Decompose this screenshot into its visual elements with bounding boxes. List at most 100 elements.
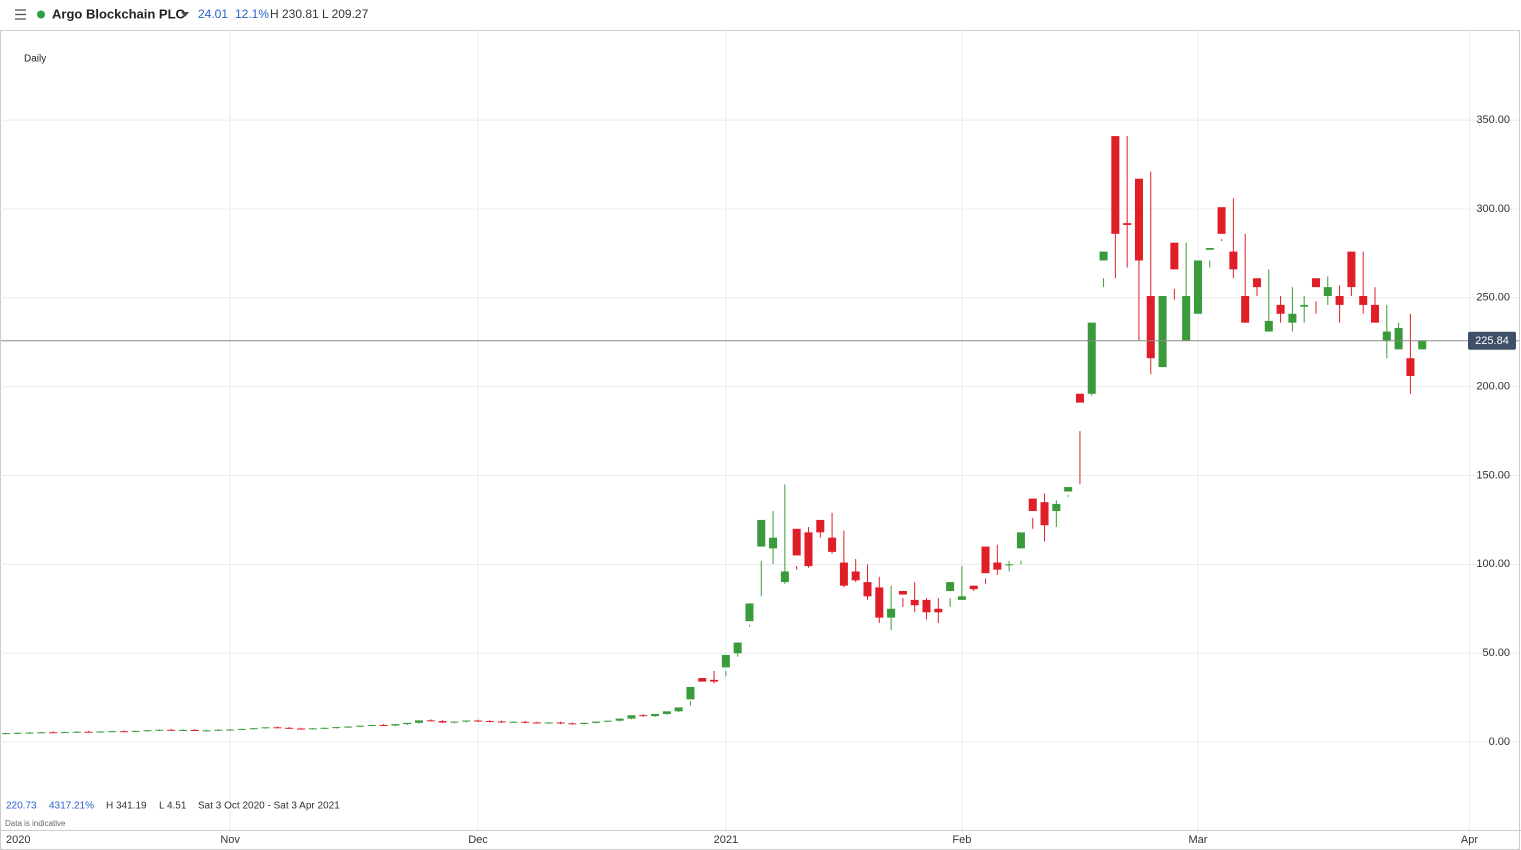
candle-body (674, 707, 683, 712)
menu-icon[interactable] (15, 9, 26, 20)
candle-body (344, 726, 353, 728)
candle-body (875, 587, 884, 618)
candle-body (733, 642, 742, 654)
candle-body (792, 528, 801, 556)
candle-body (816, 519, 825, 533)
candle-body (178, 729, 187, 731)
candle-body (780, 571, 789, 583)
candle-body (1205, 248, 1214, 250)
candle-body (521, 721, 530, 723)
candle-body (1370, 304, 1380, 323)
candle-body (1040, 502, 1049, 526)
candle-body (544, 722, 553, 724)
candle-body (698, 678, 707, 682)
candle-body (957, 596, 966, 600)
candle-body (296, 728, 305, 730)
candle-body (237, 728, 246, 730)
x-tick-label: 2021 (714, 834, 738, 846)
candle-body (568, 723, 577, 725)
candle-body (60, 732, 69, 734)
candle-body (627, 715, 636, 719)
candle-body (391, 724, 400, 726)
candle-body (403, 722, 412, 725)
candle-body (851, 571, 860, 581)
candle-body (13, 732, 22, 734)
candle-body (72, 731, 81, 733)
candle-body (131, 730, 140, 732)
candle-body (25, 732, 34, 734)
candle-body (450, 721, 459, 723)
candle-body (993, 562, 1002, 570)
candle-body (804, 532, 813, 567)
header-change-pct: 12.1% (235, 7, 269, 21)
candle-body (981, 546, 990, 574)
x-tick-label: Nov (220, 834, 240, 846)
y-tick-label: 300.00 (1476, 203, 1510, 215)
candle-body (686, 686, 695, 700)
candle-body (438, 721, 447, 723)
candle-body (1134, 178, 1143, 261)
candle-body (249, 728, 258, 730)
candle-body (1075, 393, 1084, 403)
candle-body (1394, 328, 1403, 350)
footer-last: 220.73 (6, 801, 37, 812)
candle-body (1241, 296, 1250, 323)
candle-body (757, 519, 766, 547)
grid (0, 30, 1519, 830)
x-tick-label: Apr (1461, 834, 1478, 846)
candle-body (37, 732, 46, 734)
candle-body (1170, 242, 1179, 270)
candle-body (662, 711, 671, 714)
candle-body (1087, 322, 1096, 394)
header-change: 24.01 (198, 7, 228, 21)
instrument-name[interactable]: Argo Blockchain PLC (52, 6, 186, 21)
candle-body (1288, 313, 1297, 323)
candle-body (119, 731, 128, 733)
candle-body (1111, 136, 1120, 234)
candle-body (261, 727, 270, 729)
candle-body (1052, 503, 1061, 512)
y-tick-label: 100.00 (1476, 558, 1510, 570)
candle-body (556, 722, 565, 724)
candle-body (497, 721, 506, 723)
candles (1, 136, 1519, 735)
candle-body (969, 585, 978, 590)
candle-body (1158, 296, 1167, 368)
candle-body (910, 599, 919, 606)
candle-body (49, 732, 58, 734)
y-tick-label: 350.00 (1476, 114, 1510, 126)
candle-body (745, 603, 754, 622)
candle-body (592, 721, 601, 723)
candle-body (1005, 564, 1014, 566)
candle-body (143, 730, 152, 732)
candle-body (1182, 296, 1191, 341)
header-low: L 209.27 (322, 7, 369, 21)
candle-body (839, 562, 848, 586)
candle-body (615, 718, 624, 721)
candle-body (108, 731, 117, 733)
candle-body (485, 721, 494, 723)
candle-body (922, 599, 931, 613)
chart-frame (0, 30, 1520, 850)
candle-body (603, 720, 612, 722)
candle-body (863, 582, 872, 597)
status-dot (37, 10, 45, 19)
y-tick-label: 0.00 (1489, 736, 1510, 748)
candle-body (828, 537, 837, 552)
candle-body (1276, 304, 1285, 314)
candle-body (1, 733, 10, 735)
candle-body (320, 727, 329, 729)
candle-body (721, 654, 730, 668)
candle-body (167, 729, 176, 731)
candle-body (1217, 207, 1226, 234)
dropdown-arrow[interactable] (181, 12, 189, 17)
candle-body (355, 725, 364, 727)
candle-body (190, 729, 199, 731)
candle-body (1028, 498, 1037, 512)
candle-body (379, 724, 388, 726)
y-tick-label: 250.00 (1476, 292, 1510, 304)
candle-body (1123, 223, 1132, 225)
candle-body (1252, 278, 1261, 288)
